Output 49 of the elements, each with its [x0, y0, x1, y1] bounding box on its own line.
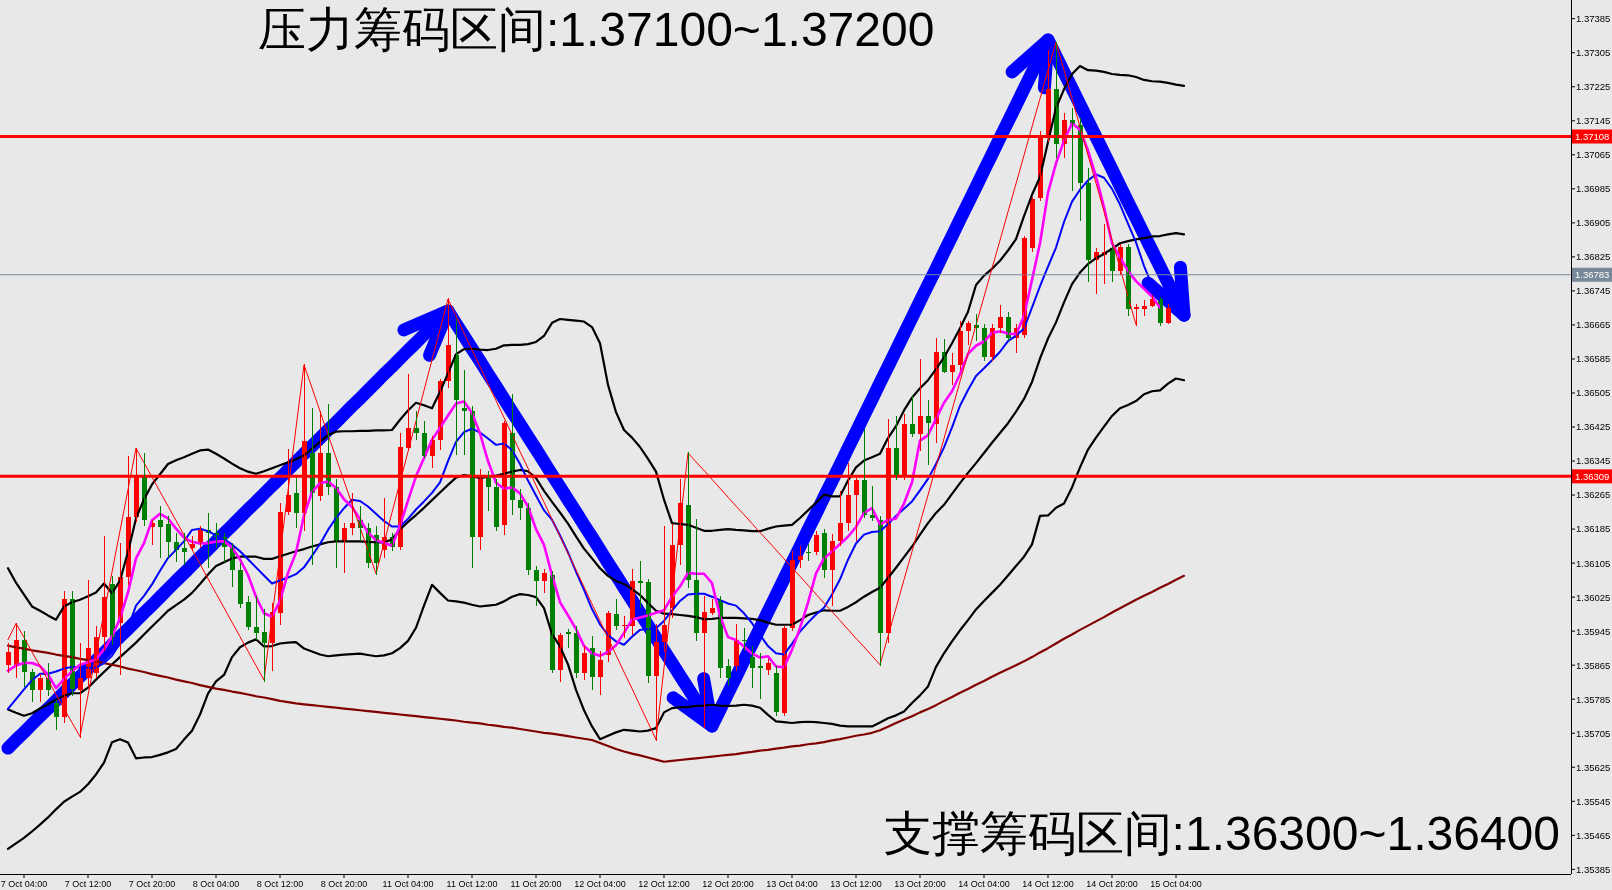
y-tick-label: 1.36985: [1576, 183, 1611, 195]
ref-line-label: 1.36783: [1575, 269, 1610, 281]
x-tick-label: 11 Oct 12:00: [446, 879, 498, 889]
y-tick-label: 1.36825: [1576, 251, 1611, 263]
y-tick-label: 1.37225: [1576, 81, 1611, 93]
annotation: 支撑筹码区间:1.36300~1.36400: [883, 807, 1560, 860]
x-tick-label: 7 Oct 20:00: [128, 879, 176, 889]
x-tick-label: 12 Oct 04:00: [574, 879, 626, 889]
x-tick-label: 11 Oct 04:00: [382, 879, 434, 889]
y-tick-label: 1.36745: [1576, 285, 1611, 297]
y-tick-label: 1.37385: [1576, 13, 1611, 25]
y-tick-label: 1.36665: [1576, 319, 1611, 331]
y-tick-label: 1.35785: [1576, 693, 1611, 705]
y-tick-label: 1.36105: [1576, 557, 1611, 569]
x-tick-label: 8 Oct 20:00: [320, 879, 368, 889]
y-tick-label: 1.36425: [1576, 421, 1611, 433]
y-tick-label: 1.36345: [1576, 455, 1611, 467]
x-tick-label: 12 Oct 12:00: [638, 879, 690, 889]
x-tick-label: 13 Oct 04:00: [766, 879, 818, 889]
y-tick-label: 1.37145: [1576, 115, 1611, 127]
x-tick-label: 13 Oct 20:00: [894, 879, 946, 889]
x-tick-label: 14 Oct 12:00: [1022, 879, 1074, 889]
x-tick-label: 14 Oct 04:00: [958, 879, 1010, 889]
x-tick-label: 13 Oct 12:00: [830, 879, 882, 889]
x-tick-label: 8 Oct 12:00: [256, 879, 304, 889]
y-tick-label: 1.37305: [1576, 47, 1611, 59]
y-tick-label: 1.36185: [1576, 523, 1611, 535]
ref-line-label: 1.36309: [1575, 470, 1610, 482]
x-tick-label: 7 Oct 04:00: [0, 879, 48, 889]
y-tick-label: 1.35385: [1576, 863, 1611, 875]
y-tick-label: 1.36905: [1576, 217, 1611, 229]
x-tick-label: 12 Oct 20:00: [702, 879, 754, 889]
y-tick-label: 1.36585: [1576, 353, 1611, 365]
ref-line-label: 1.37108: [1575, 131, 1610, 143]
x-tick-label: 14 Oct 20:00: [1086, 879, 1138, 889]
y-tick-label: 1.36505: [1576, 387, 1611, 399]
y-tick-label: 1.35465: [1576, 829, 1611, 841]
y-tick-label: 1.36025: [1576, 591, 1611, 603]
y-tick-label: 1.35865: [1576, 659, 1611, 671]
y-tick-label: 1.35945: [1576, 625, 1611, 637]
y-tick-label: 1.37065: [1576, 149, 1611, 161]
y-tick-label: 1.35545: [1576, 795, 1611, 807]
y-tick-label: 1.35705: [1576, 727, 1611, 739]
x-tick-label: 15 Oct 04:00: [1150, 879, 1202, 889]
y-tick-label: 1.36265: [1576, 489, 1611, 501]
x-tick-label: 7 Oct 12:00: [64, 879, 112, 889]
x-tick-label: 11 Oct 20:00: [510, 879, 562, 889]
x-tick-label: 8 Oct 04:00: [192, 879, 240, 889]
y-tick-label: 1.35625: [1576, 761, 1611, 773]
